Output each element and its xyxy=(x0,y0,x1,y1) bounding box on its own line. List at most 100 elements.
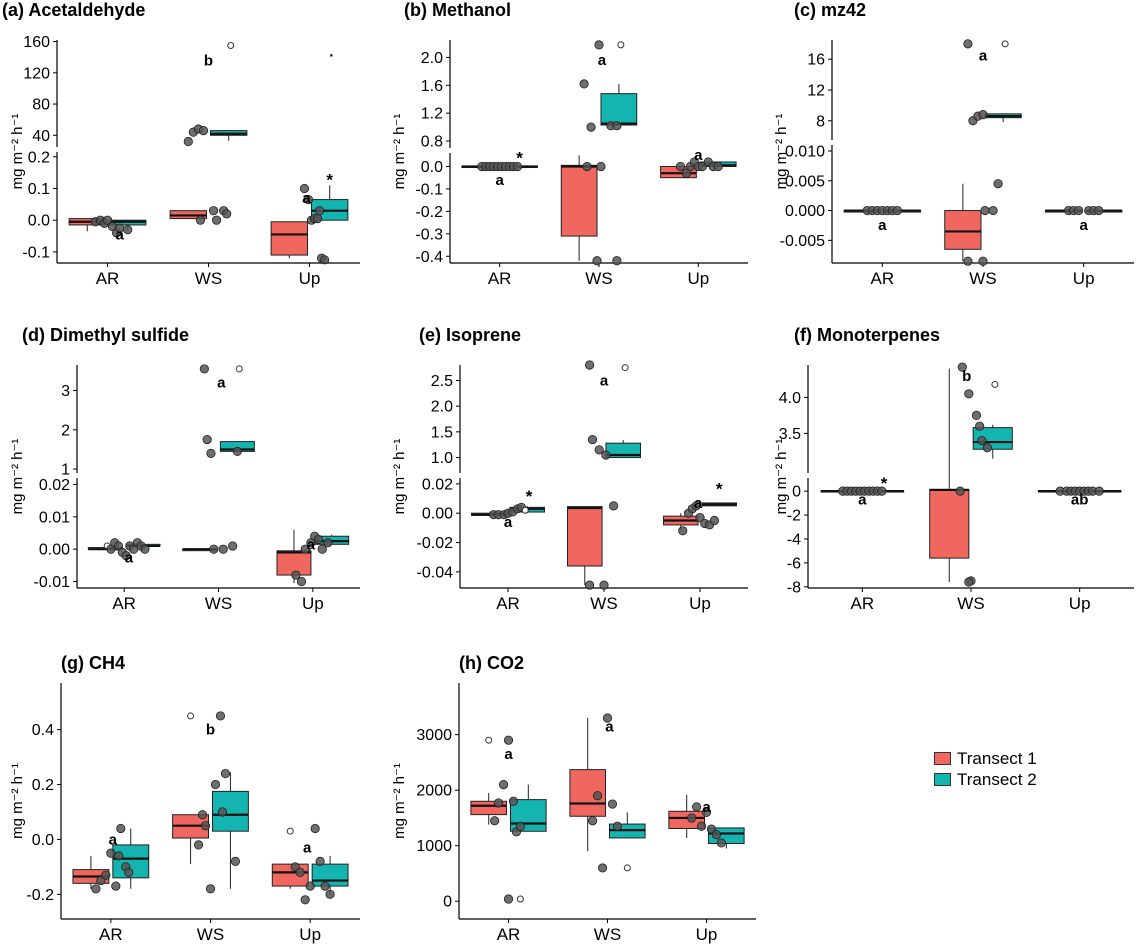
data-point-c-15 xyxy=(988,205,998,216)
data-point-g-0 xyxy=(91,884,101,894)
y-tick-label-h-0-2: 2000 xyxy=(416,783,452,800)
data-point-h-23 xyxy=(716,838,726,848)
data-point-g-8 xyxy=(124,867,134,877)
y-tick-label-b-0-3: 2.0 xyxy=(421,50,443,67)
y-tick-label-d-1-1: 0.00 xyxy=(39,542,70,559)
data-point-a-13 xyxy=(208,206,219,216)
chart-panel-e: (e) Isoprene mg m⁻² h⁻¹ 1.0 1.5 2.0 2.5 -0.04 -… xyxy=(391,325,748,613)
y-tick-label-e-0-3: 2.5 xyxy=(431,373,453,390)
x-tick-label-f-0: AR xyxy=(851,594,875,613)
x-tick-label-d-0: AR xyxy=(112,594,136,613)
data-point-c-19 xyxy=(1074,205,1084,216)
x-tick-label-h-0: AR xyxy=(497,925,521,944)
y-tick-label-f-0-1: 4.0 xyxy=(779,390,801,407)
y-axis-label-c: mg m⁻² h⁻¹ xyxy=(773,114,790,190)
data-point-d-14 xyxy=(235,365,243,373)
y-tick-label-b-1-1: -0.3 xyxy=(415,226,443,243)
chart-title-e: (e) Isoprene xyxy=(419,325,521,345)
data-point-g-26 xyxy=(320,881,330,891)
data-point-c-7 xyxy=(963,39,973,49)
chart-panel-h: (h) CO2 mg m⁻² h⁻¹ 0 1000 2000 3000 AR WS Up a a a xyxy=(391,653,756,944)
y-tick-label-b-1-2: -0.2 xyxy=(415,204,443,221)
x-tick-label-h-2: Up xyxy=(696,925,718,944)
y-axis-label-a: mg m⁻² h⁻¹ xyxy=(9,114,26,190)
y-tick-label-c-1-3: 0.010 xyxy=(785,143,825,160)
data-point-g-24 xyxy=(310,823,320,834)
data-point-b-15 xyxy=(596,161,606,172)
data-point-g-23 xyxy=(305,881,315,891)
data-point-h-9 xyxy=(516,895,524,903)
data-point-h-5 xyxy=(508,796,519,806)
data-point-f-10 xyxy=(957,362,967,372)
y-tick-label-a-1-1: 0.0 xyxy=(28,213,50,230)
legend-label-transect-2: Transect 2 xyxy=(957,769,1037,789)
x-tick-label-a-1: WS xyxy=(195,269,222,288)
box-b-1-ws-body xyxy=(560,164,598,237)
x-tick-label-a-0: AR xyxy=(96,269,120,288)
box-e-1-ws-body xyxy=(567,506,603,567)
data-point-d-5 xyxy=(121,551,131,561)
data-point-g-6 xyxy=(116,823,126,834)
chart-title-a: (a) Acetaldehyde xyxy=(2,0,145,20)
y-tick-label-a-0-1: 80 xyxy=(32,97,50,114)
x-tick-label-g-0: AR xyxy=(99,925,123,944)
y-tick-label-e-1-2: 0.00 xyxy=(422,506,453,523)
data-point-f-19 xyxy=(964,577,974,587)
data-point-f-28 xyxy=(1094,486,1104,496)
data-point-b-12 xyxy=(582,161,592,172)
data-point-h-14 xyxy=(607,799,618,809)
y-tick-label-b-1-4: 0.0 xyxy=(421,159,443,176)
y-tick-label-g-0-2: 0.2 xyxy=(32,777,54,794)
y-axis-label-e: mg m⁻² h⁻¹ xyxy=(391,439,408,515)
data-point-h-12 xyxy=(597,863,608,873)
x-tick-label-f-1: WS xyxy=(957,594,984,613)
data-point-g-21 xyxy=(295,867,305,877)
data-point-e-20 xyxy=(695,512,705,523)
data-point-e-11 xyxy=(621,364,629,372)
data-point-h-11 xyxy=(592,791,603,801)
data-point-d-13 xyxy=(206,448,216,458)
significance-label-a-0: a xyxy=(115,226,124,243)
data-point-e-23 xyxy=(709,515,720,526)
x-tick-label-g-1: WS xyxy=(197,925,224,944)
box-g-2-up-body xyxy=(311,863,349,887)
data-point-g-22 xyxy=(300,895,310,905)
y-tick-label-d-0-2: 3 xyxy=(61,383,70,400)
data-point-c-13 xyxy=(978,256,988,266)
significance-label-c-0: a xyxy=(878,217,887,234)
significance-label-b-2: a xyxy=(598,52,607,69)
x-tick-label-f-2: Up xyxy=(1069,594,1091,613)
y-tick-label-d-1-0: -0.01 xyxy=(34,574,71,591)
data-point-a-16 xyxy=(222,209,232,219)
data-point-e-16 xyxy=(678,526,688,536)
significance-label-e-1: * xyxy=(526,487,533,506)
y-axis-label-f: mg m⁻² h⁻¹ xyxy=(773,439,790,515)
y-tick-label-d-1-2: 0.01 xyxy=(39,509,70,526)
data-point-f-9 xyxy=(877,486,887,496)
chart-panel-g: (g) CH4 mg m⁻² h⁻¹ -0.2 0.0 0.2 0.4 AR WS Up a b a xyxy=(9,653,360,944)
x-tick-label-b-2: Up xyxy=(687,269,709,288)
data-point-h-3 xyxy=(498,780,509,790)
data-point-g-2 xyxy=(101,870,111,880)
x-tick-label-e-1: WS xyxy=(590,594,617,613)
legend-swatch-transect-1 xyxy=(934,752,951,765)
y-tick-label-h-0-1: 1000 xyxy=(416,838,452,855)
data-point-d-21 xyxy=(300,544,310,554)
significance-label-a-1: b xyxy=(204,52,213,69)
box-h-1-up-body xyxy=(668,810,706,829)
data-point-d-12 xyxy=(202,435,212,445)
significance-label-c-2: a xyxy=(1079,217,1088,234)
y-axis-label-g: mg m⁻² h⁻¹ xyxy=(9,763,26,839)
data-point-c-22 xyxy=(1094,205,1104,216)
significance-label-d-2: a xyxy=(307,536,316,553)
data-point-d-15 xyxy=(209,544,219,554)
y-tick-label-h-0-0: 0 xyxy=(443,894,452,911)
data-point-d-16 xyxy=(218,544,228,554)
data-point-h-20 xyxy=(701,807,712,817)
x-tick-label-e-0: AR xyxy=(496,594,520,613)
x-tick-label-h-1: WS xyxy=(594,925,621,944)
data-point-f-16 xyxy=(991,380,999,388)
data-point-g-27 xyxy=(325,889,335,899)
data-point-d-17 xyxy=(228,541,238,551)
data-point-f-14 xyxy=(977,435,987,446)
